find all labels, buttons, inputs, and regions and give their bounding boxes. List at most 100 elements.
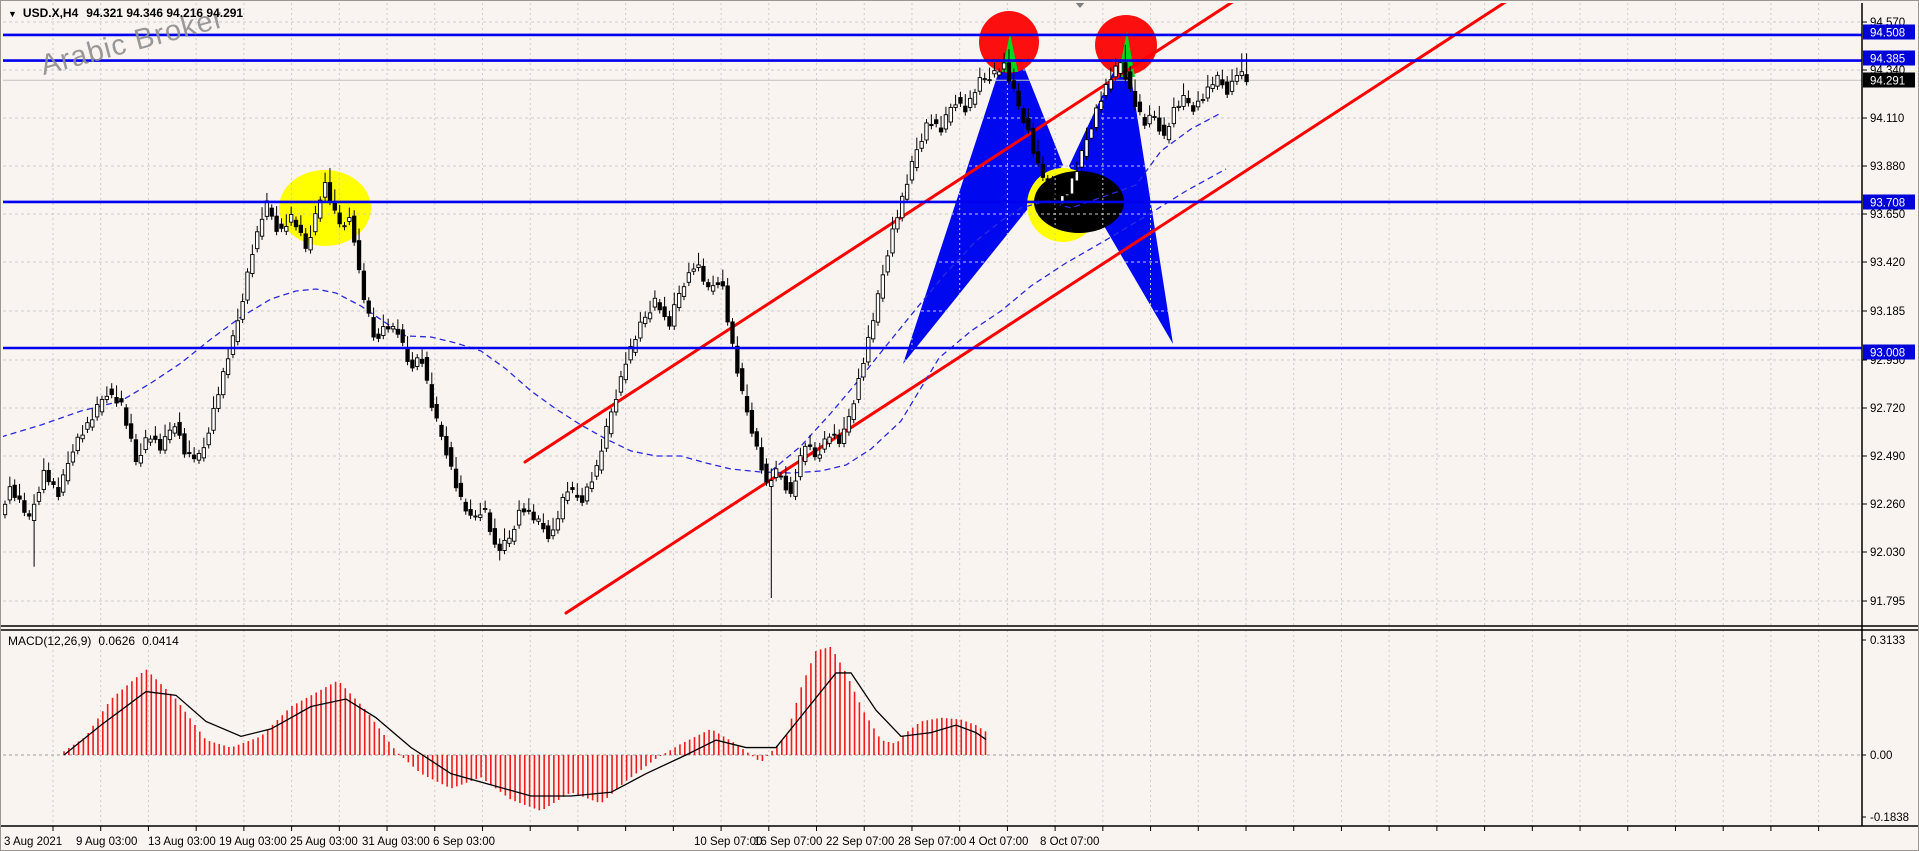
candle-body: [216, 394, 221, 409]
candle-body: [65, 463, 71, 482]
time-tick-label: 8 Oct 07:00: [1040, 836, 1099, 848]
candle-body: [1031, 127, 1036, 154]
green-arrow-annotation[interactable]: [1002, 33, 1018, 72]
candle-body: [958, 97, 963, 104]
candle-body: [104, 395, 110, 400]
candle-body: [415, 357, 420, 367]
candle-body: [347, 217, 352, 222]
candle-body: [390, 326, 396, 330]
candle-body: [1195, 100, 1201, 108]
candle-body: [570, 487, 575, 490]
candle-body: [1234, 75, 1240, 82]
candle-body: [22, 500, 27, 513]
chart-title: ▼ USD.X,H4 94.321 94.346 94.216 94.291: [8, 6, 243, 20]
price-badge-label: 93.008: [1870, 348, 1905, 360]
candle-body: [250, 254, 255, 274]
grid: [3, 3, 1862, 626]
candle-body: [832, 433, 837, 436]
candle-body: [992, 70, 997, 75]
time-tick-label: 19 Aug 03:00: [219, 836, 287, 848]
candle-body: [245, 271, 250, 301]
candle-body: [1035, 151, 1041, 164]
price-panel[interactable]: [1, 1, 1862, 626]
candle-body: [1060, 195, 1065, 205]
candle-body: [439, 424, 444, 437]
candle-body: [812, 447, 818, 458]
candle-body: [968, 97, 973, 108]
gray-down-arrow-icon: [1075, 3, 1085, 8]
candle-body: [977, 77, 983, 92]
price-tick-label: 91.795: [1870, 596, 1905, 608]
candle-body: [560, 496, 565, 520]
time-axis[interactable]: 3 Aug 2021 9 Aug 03:00 13 Aug 03:00 19 Aug …: [4, 826, 1820, 848]
candle-body: [1142, 117, 1147, 126]
candle-body: [754, 431, 759, 447]
candle-body: [788, 482, 793, 494]
candle-body: [172, 426, 177, 434]
candle-body: [1128, 71, 1133, 89]
candle-body: [94, 404, 100, 418]
candle-body: [327, 182, 333, 202]
candle-body: [904, 183, 910, 200]
candle-body: [3, 503, 8, 516]
candle-body: [987, 79, 992, 82]
candle-body: [546, 525, 551, 540]
level-price-badge: [1863, 194, 1915, 210]
candle-body: [822, 438, 827, 450]
candle-body: [36, 492, 42, 502]
candle-body: [623, 363, 628, 381]
candle-body: [778, 475, 784, 478]
price-tick-label: 92.490: [1870, 451, 1905, 463]
candle-body: [191, 454, 197, 460]
price-axis[interactable]: 94.57094.34094.11093.88093.65093.42093.1…: [1862, 17, 1915, 824]
candle-body: [27, 513, 32, 517]
time-tick-label: 6 Sep 03:00: [433, 836, 495, 848]
candle-body: [599, 450, 604, 471]
price-badge-label: 94.508: [1870, 28, 1905, 40]
red-trendline[interactable]: [564, 1, 1507, 615]
candle-body: [352, 215, 357, 243]
candle-body: [487, 512, 493, 532]
candle-body: [46, 469, 51, 483]
candle-body: [938, 127, 944, 133]
candle-body: [1205, 86, 1210, 99]
candle-body: [1006, 62, 1012, 82]
candle-body: [817, 454, 822, 459]
candle-body: [279, 223, 284, 229]
candle-body: [526, 509, 531, 512]
macd-panel[interactable]: [3, 630, 1862, 826]
candle-body: [75, 436, 80, 452]
candle-body: [900, 195, 905, 219]
candle-body: [706, 282, 711, 288]
price-tick-label: 93.420: [1870, 257, 1905, 269]
candle-body: [803, 445, 808, 462]
candle-body: [594, 465, 599, 477]
macd-main-value: 0.0626: [98, 634, 136, 648]
candle-body: [7, 486, 13, 501]
time-tick-label: 31 Aug 03:00: [362, 836, 430, 848]
candle-body: [1200, 99, 1206, 101]
candle-body: [550, 529, 556, 537]
candle-body: [70, 451, 76, 463]
candle-body: [861, 362, 866, 378]
candle-body: [628, 346, 633, 361]
candle-body: [919, 140, 924, 149]
candle-body: [875, 293, 881, 323]
candle-body: [1225, 81, 1230, 95]
candle-body: [521, 508, 527, 513]
level-price-badge: [1863, 50, 1915, 66]
candle-body: [662, 306, 667, 318]
chevron-down-icon[interactable]: ▼: [8, 9, 17, 19]
candle-body: [1123, 62, 1128, 80]
candle-body: [187, 452, 192, 455]
candle-body: [667, 316, 672, 327]
candle-body: [793, 480, 798, 497]
candle-body: [1118, 62, 1123, 74]
candle-body: [584, 486, 590, 502]
candle-body: [710, 285, 716, 292]
candle-body: [657, 302, 662, 311]
ma-fast-dashed-line[interactable]: [770, 112, 1222, 472]
candle-body: [783, 475, 789, 491]
candle-body: [162, 436, 168, 451]
